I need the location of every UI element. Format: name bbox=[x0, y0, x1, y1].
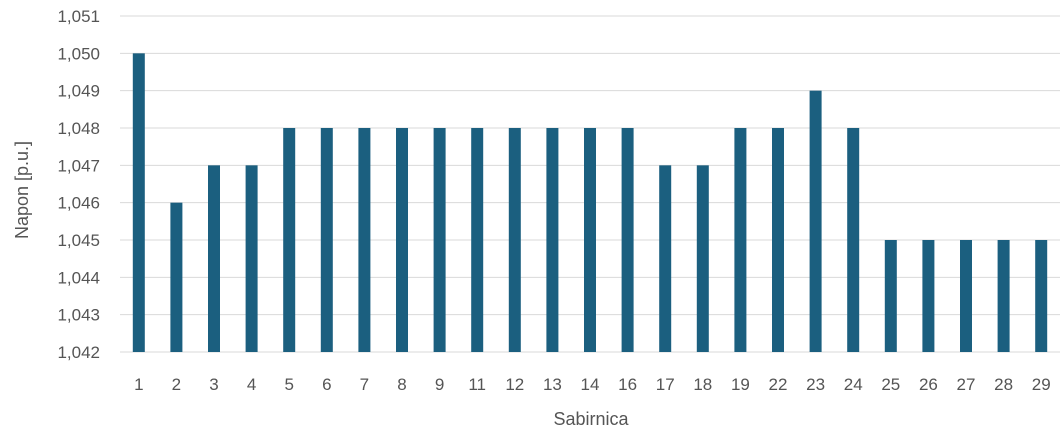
y-tick-label: 1,049 bbox=[57, 82, 100, 101]
x-axis-label: Sabirnica bbox=[553, 409, 629, 429]
bar-4 bbox=[245, 165, 258, 352]
bar-29 bbox=[1035, 240, 1048, 352]
y-tick-label: 1,044 bbox=[57, 268, 100, 287]
x-tick-label: 19 bbox=[731, 375, 750, 394]
x-tick-label: 1 bbox=[134, 375, 143, 394]
bar-24 bbox=[847, 128, 860, 352]
bar-5 bbox=[283, 128, 296, 352]
y-tick-label: 1,045 bbox=[57, 231, 100, 250]
x-tick-label: 24 bbox=[844, 375, 863, 394]
y-tick-label: 1,047 bbox=[57, 156, 100, 175]
bar-9 bbox=[433, 128, 446, 352]
x-tick-label: 16 bbox=[618, 375, 637, 394]
bar-1 bbox=[132, 53, 145, 352]
x-tick-label: 3 bbox=[209, 375, 218, 394]
x-tick-label: 28 bbox=[994, 375, 1013, 394]
bar-7 bbox=[358, 128, 371, 352]
y-tick-label: 1,043 bbox=[57, 306, 100, 325]
x-tick-label: 9 bbox=[435, 375, 444, 394]
y-tick-labels: 1,042 1,043 1,044 1,045 1,046 1,047 1,048 1,049… bbox=[57, 7, 100, 362]
x-tick-label: 18 bbox=[693, 375, 712, 394]
bar-3 bbox=[208, 165, 220, 352]
bar-23 bbox=[809, 90, 822, 353]
x-tick-label: 26 bbox=[919, 375, 938, 394]
bar-14 bbox=[584, 128, 596, 352]
x-tick-label: 13 bbox=[543, 375, 562, 394]
bar-19 bbox=[734, 128, 747, 352]
x-tick-label: 23 bbox=[806, 375, 825, 394]
y-tick-label: 1,051 bbox=[57, 7, 100, 26]
x-tick-label: 2 bbox=[172, 375, 181, 394]
x-tick-label: 7 bbox=[360, 375, 369, 394]
x-tick-label: 27 bbox=[957, 375, 976, 394]
bar-27 bbox=[960, 240, 972, 352]
bar-12 bbox=[508, 128, 521, 352]
y-tick-label: 1,046 bbox=[57, 194, 100, 213]
bar-6 bbox=[320, 128, 333, 352]
y-axis-label: Napon [p.u.] bbox=[12, 141, 32, 239]
x-tick-label: 11 bbox=[468, 375, 486, 394]
y-tick-label: 1,050 bbox=[57, 44, 100, 63]
x-tick-label: 25 bbox=[881, 375, 900, 394]
bar-8 bbox=[396, 128, 408, 352]
bar-18 bbox=[696, 165, 709, 352]
bar-28 bbox=[997, 240, 1010, 352]
x-tick-label: 12 bbox=[505, 375, 524, 394]
bar-25 bbox=[884, 240, 897, 352]
y-tick-label: 1,048 bbox=[57, 119, 100, 138]
x-tick-labels: 1 2 3 4 5 6 7 8 9 11 12 13 14 16 17 18 19 22 23 24 25 26 27 28 2… bbox=[134, 375, 1051, 394]
x-tick-label: 17 bbox=[656, 375, 675, 394]
bar-2 bbox=[170, 202, 183, 352]
bar-13 bbox=[546, 128, 559, 352]
x-tick-label: 4 bbox=[247, 375, 256, 394]
y-tick-label: 1,042 bbox=[57, 343, 100, 362]
x-tick-label: 8 bbox=[397, 375, 406, 394]
bars bbox=[132, 53, 1048, 353]
x-tick-label: 6 bbox=[322, 375, 331, 394]
x-tick-label: 29 bbox=[1032, 375, 1051, 394]
bar-22 bbox=[772, 128, 784, 352]
bar-26 bbox=[922, 240, 935, 352]
bar-16 bbox=[621, 128, 634, 352]
bar-17 bbox=[659, 165, 672, 352]
bar-11 bbox=[471, 128, 484, 352]
x-tick-label: 5 bbox=[284, 375, 293, 394]
x-tick-label: 22 bbox=[769, 375, 788, 394]
x-tick-label: 14 bbox=[581, 375, 600, 394]
